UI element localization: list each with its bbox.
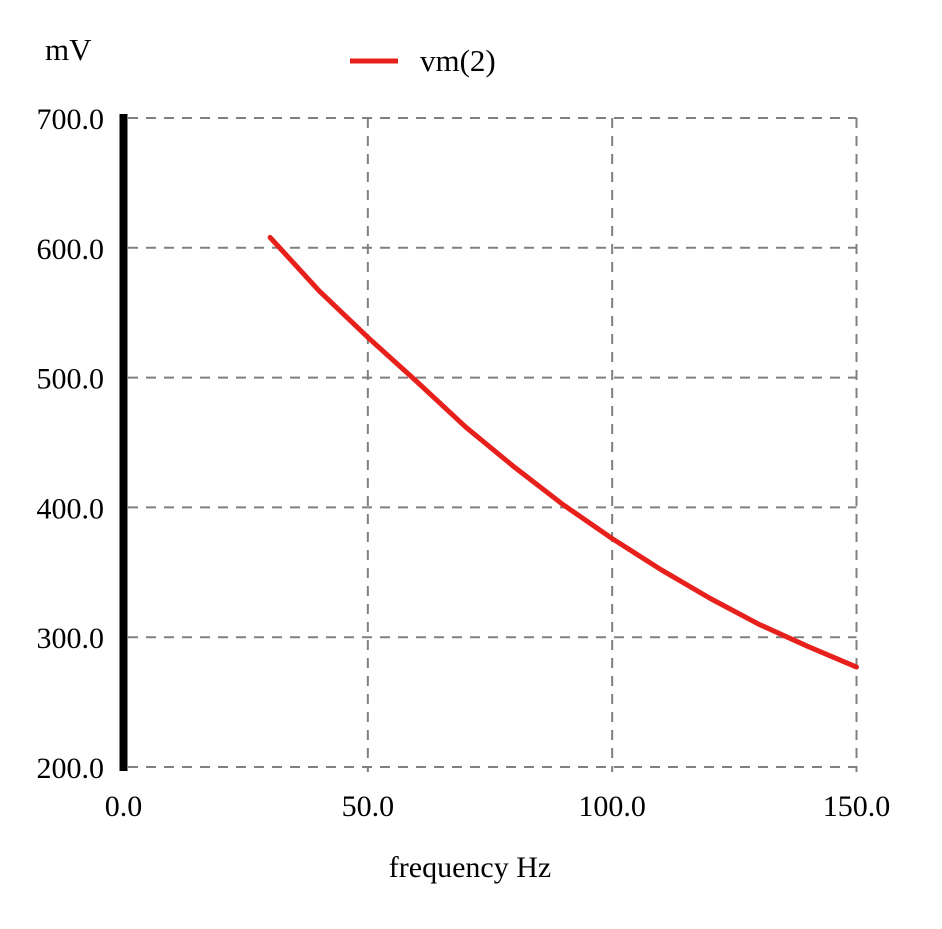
legend: vm(2) xyxy=(350,43,496,78)
x-tick-label: 0.0 xyxy=(105,790,143,823)
y-unit-label: mV xyxy=(45,32,92,67)
series-group xyxy=(267,234,859,670)
tick-labels: 700.0 600.0 500.0 400.0 300.0 200.00.0 50.0 100… xyxy=(37,103,891,823)
x-tick-label: 100.0 xyxy=(578,790,646,823)
y-tick-label: 400.0 xyxy=(37,492,105,525)
x-tick-label: 50.0 xyxy=(342,790,395,823)
gridlines xyxy=(128,117,858,772)
y-tick-label: 700.0 xyxy=(37,103,105,136)
x-tick-label: 150.0 xyxy=(823,790,891,823)
y-tick-label: 200.0 xyxy=(37,752,105,785)
y-tick-label: 500.0 xyxy=(37,363,105,396)
legend-label: vm(2) xyxy=(420,43,496,78)
series-curve-vm2 xyxy=(267,234,859,670)
y-tick-label: 600.0 xyxy=(37,233,105,266)
y-tick-label: 300.0 xyxy=(37,622,105,655)
x-axis-label: frequency Hz xyxy=(389,851,551,884)
